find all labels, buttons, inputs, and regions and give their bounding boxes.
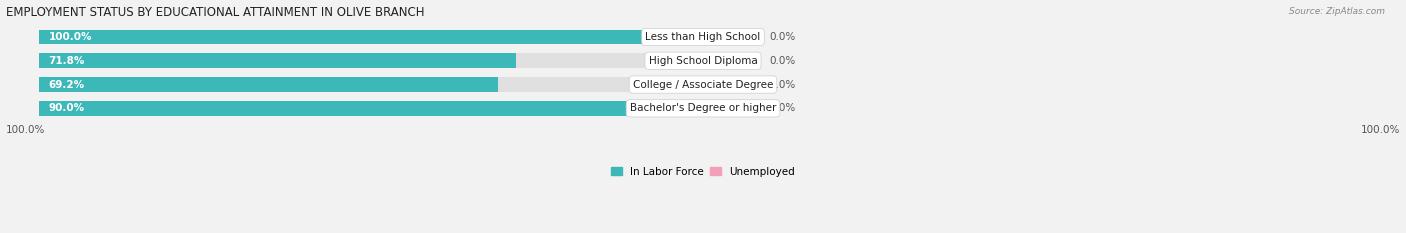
Text: 100.0%: 100.0% xyxy=(6,125,45,135)
Text: Bachelor's Degree or higher: Bachelor's Degree or higher xyxy=(630,103,776,113)
Text: 0.0%: 0.0% xyxy=(769,32,796,42)
Text: 71.8%: 71.8% xyxy=(49,56,86,66)
Bar xyxy=(703,30,756,44)
Text: 100.0%: 100.0% xyxy=(49,32,93,42)
Bar xyxy=(39,30,703,44)
Text: Source: ZipAtlas.com: Source: ZipAtlas.com xyxy=(1289,7,1385,16)
Text: Less than High School: Less than High School xyxy=(645,32,761,42)
Text: College / Associate Degree: College / Associate Degree xyxy=(633,79,773,89)
Legend: In Labor Force, Unemployed: In Labor Force, Unemployed xyxy=(612,167,794,177)
Text: 0.0%: 0.0% xyxy=(769,79,796,89)
Text: EMPLOYMENT STATUS BY EDUCATIONAL ATTAINMENT IN OLIVE BRANCH: EMPLOYMENT STATUS BY EDUCATIONAL ATTAINM… xyxy=(6,6,425,19)
Bar xyxy=(39,53,516,68)
Bar xyxy=(703,101,756,116)
Bar xyxy=(39,101,703,116)
Bar xyxy=(703,53,756,68)
Text: 100.0%: 100.0% xyxy=(1361,125,1400,135)
Text: 0.0%: 0.0% xyxy=(769,56,796,66)
Text: 0.0%: 0.0% xyxy=(769,103,796,113)
Bar xyxy=(39,30,703,44)
Bar xyxy=(39,101,637,116)
Bar xyxy=(703,77,756,92)
Bar xyxy=(39,77,498,92)
Text: 69.2%: 69.2% xyxy=(49,79,84,89)
Text: High School Diploma: High School Diploma xyxy=(648,56,758,66)
Text: 90.0%: 90.0% xyxy=(49,103,84,113)
Bar xyxy=(39,77,703,92)
Bar xyxy=(39,53,703,68)
